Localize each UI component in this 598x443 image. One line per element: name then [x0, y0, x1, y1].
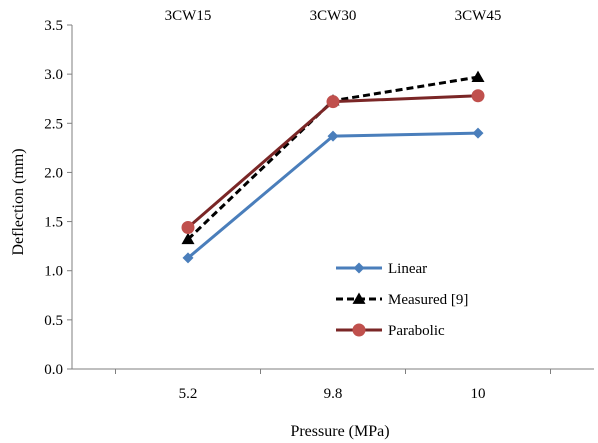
- data-point-linear: [327, 130, 339, 142]
- x-tick-label: 9.8: [324, 386, 343, 402]
- tick-labels: 0.0 0.5 1.0 1.5 2.0 2.5 3.0 3.5 5.2 9.8 10 3CW15 3CW…: [44, 8, 501, 402]
- y-tick-label: 1.5: [44, 215, 63, 231]
- top-category-label: 3CW30: [310, 8, 357, 24]
- legend-label-parabolic: Parabolic: [388, 323, 445, 339]
- data-point-measured-9: [181, 232, 195, 245]
- legend: Linear Measured [9] Parabolic: [336, 261, 468, 339]
- data-point-parabolic: [181, 220, 195, 234]
- data-point-measured-9: [471, 70, 485, 82]
- x-tick-label: 10: [471, 386, 486, 402]
- legend-marker-parabolic: [352, 323, 366, 337]
- y-tick-label: 2.0: [44, 165, 63, 181]
- legend-label-linear: Linear: [388, 261, 427, 277]
- legend-label-measured-9: Measured [9]: [388, 292, 468, 308]
- top-category-label: 3CW45: [455, 8, 502, 24]
- x-tick-label: 5.2: [179, 386, 198, 402]
- series-line-linear: [187, 131, 479, 260]
- legend-marker-measured-9: [352, 292, 366, 304]
- y-tick-label: 0.5: [44, 313, 63, 329]
- series-lines: [181, 70, 485, 264]
- y-tick-label: 3.5: [44, 18, 63, 34]
- y-axis-title: Deflection (mm): [10, 148, 27, 255]
- series-line-parabolic: [187, 94, 479, 229]
- axes: [67, 24, 594, 374]
- data-point-parabolic: [326, 95, 340, 109]
- y-tick-label: 2.5: [44, 116, 63, 132]
- data-point-parabolic: [471, 89, 485, 103]
- data-point-linear: [472, 127, 484, 139]
- top-category-label: 3CW15: [165, 8, 212, 24]
- y-tick-label: 3.0: [44, 67, 63, 83]
- data-point-linear: [182, 252, 194, 264]
- x-axis-title: Pressure (MPa): [290, 423, 389, 440]
- legend-marker-linear: [353, 262, 365, 274]
- y-tick-label: 0.0: [44, 362, 63, 378]
- y-tick-label: 1.0: [44, 264, 63, 280]
